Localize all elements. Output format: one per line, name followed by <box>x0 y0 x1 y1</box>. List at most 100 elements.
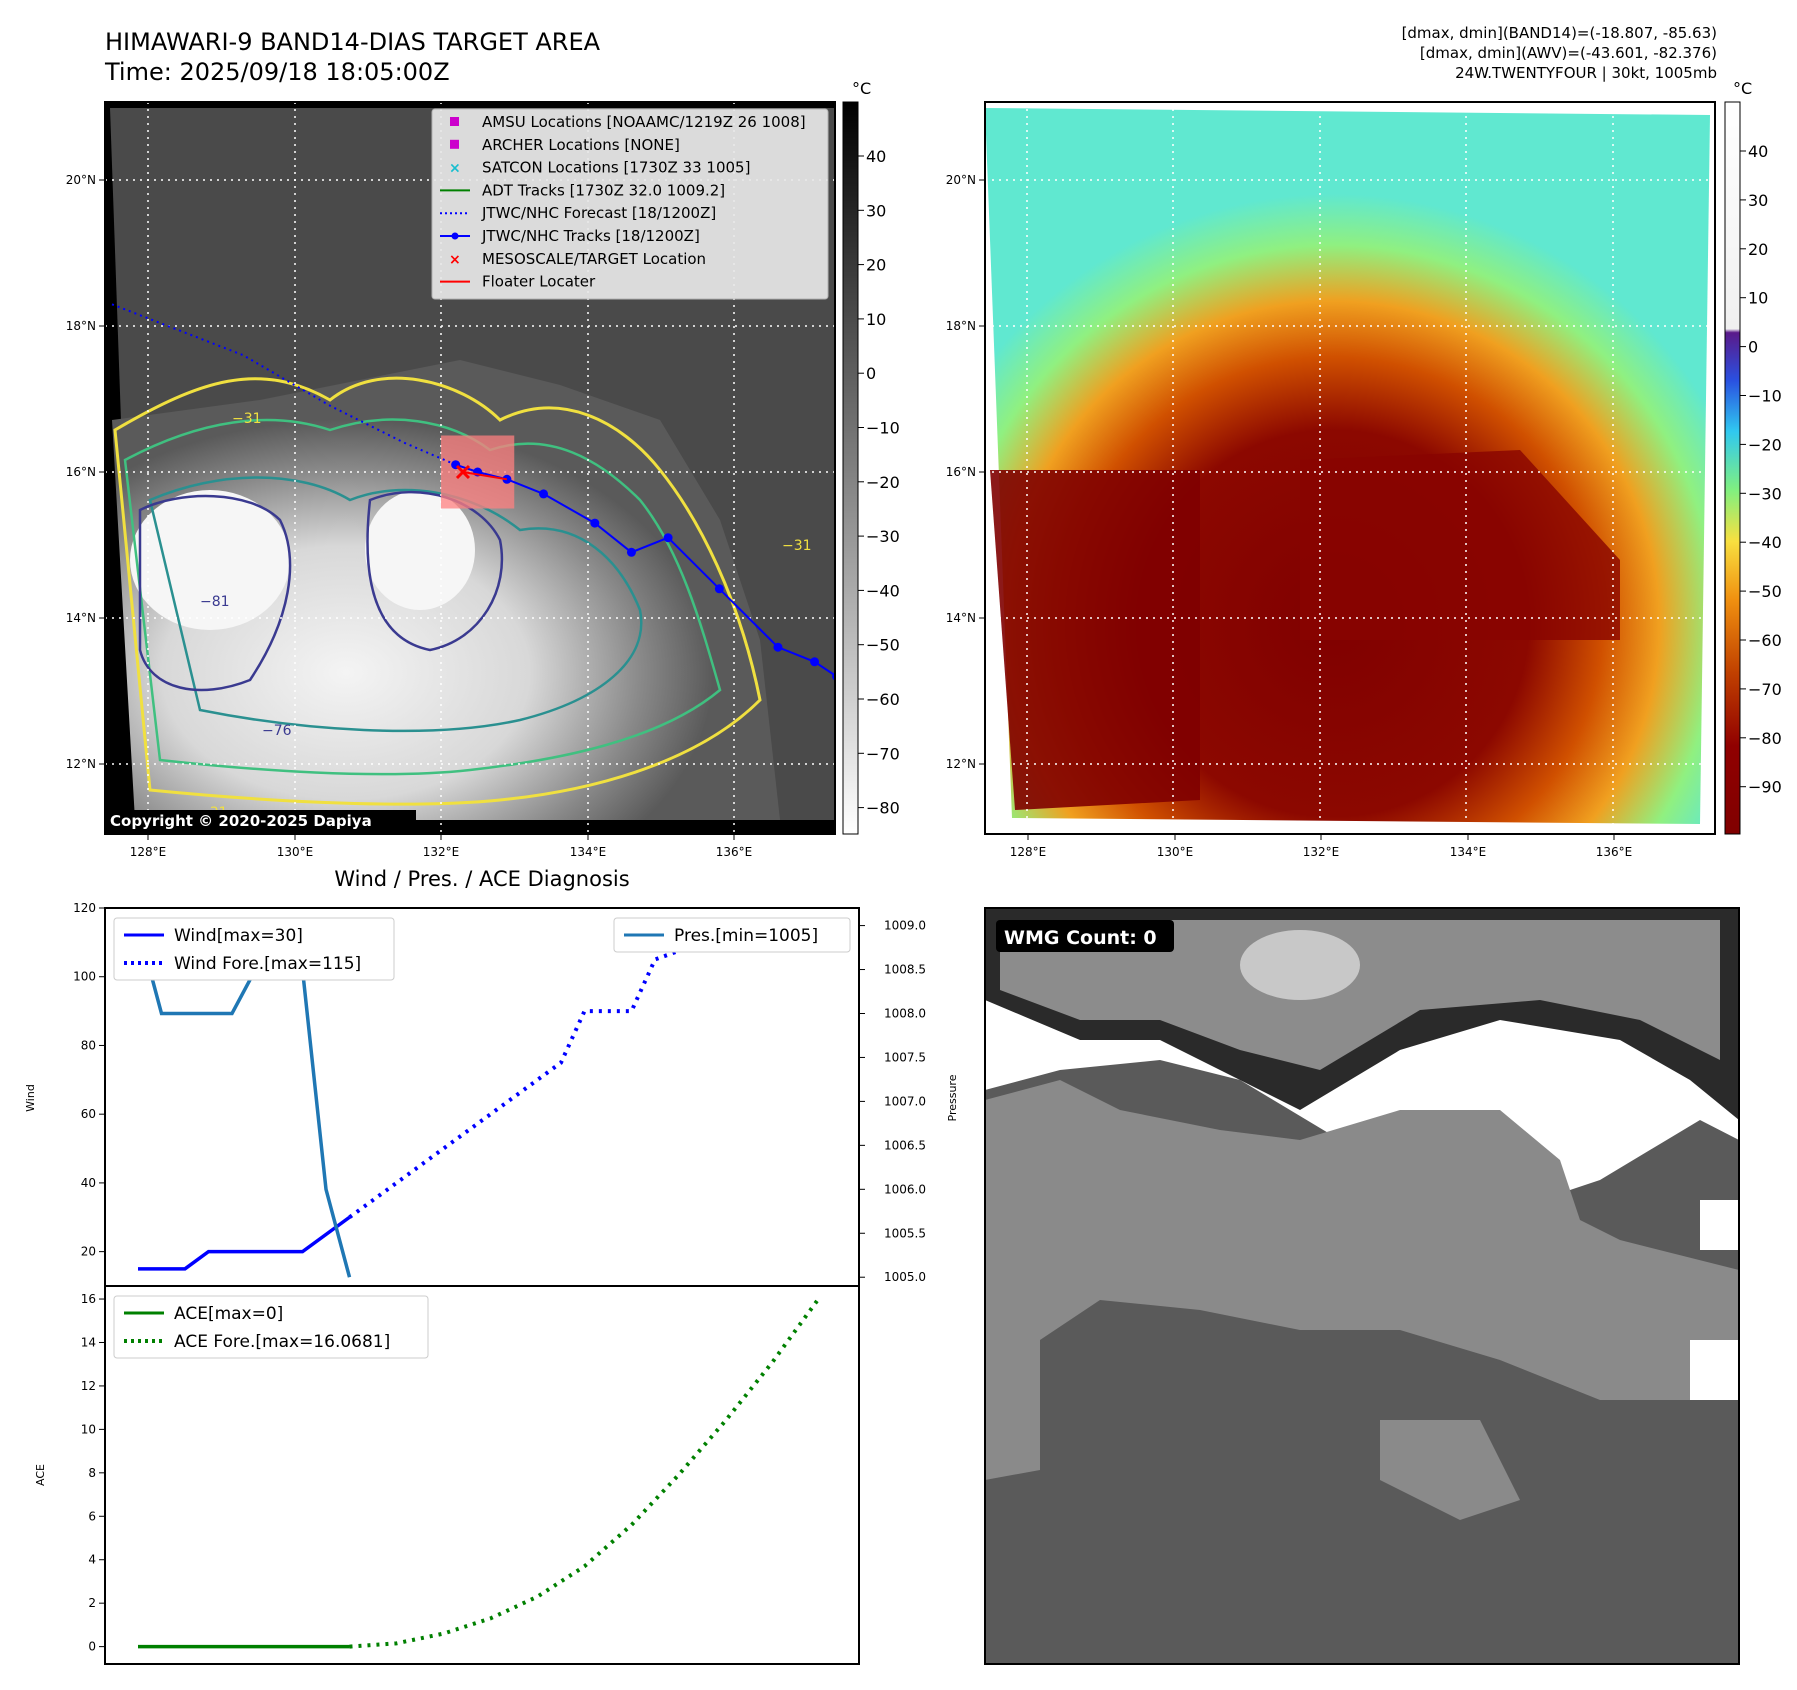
lat-tick-label: 20°N <box>946 173 976 187</box>
wmg-count-label: WMG Count: 0 <box>1004 927 1157 949</box>
ace-y-tick-label: 4 <box>88 1553 96 1567</box>
lat-tick-label: 18°N <box>946 319 976 333</box>
legend-item-label: ADT Tracks [1730Z 32.0 1009.2] <box>482 181 725 199</box>
colorbar-right-tick-label: −20 <box>1748 435 1782 454</box>
contour-31 <box>113 376 762 806</box>
ace-y-tick-label: 14 <box>81 1335 96 1349</box>
lon-tick-label: 132°E <box>423 845 460 859</box>
legend-wind-fore: Wind Fore.[max=115] <box>174 954 361 974</box>
copyright-bg <box>106 810 416 832</box>
pressure-y-tick-label: 1006.0 <box>884 1182 926 1196</box>
cold-core-west <box>130 490 290 630</box>
colorbar-right-unit: °C <box>1733 79 1752 98</box>
ace-y-tick-label: 2 <box>88 1596 96 1610</box>
colorbar-right-tick-label: −90 <box>1748 778 1782 797</box>
wind-y-tick-label: 40 <box>81 1176 96 1190</box>
legend-pres: Pres.[min=1005] <box>674 926 818 946</box>
lon-tick-label: 130°E <box>277 845 314 859</box>
awv-gridlines <box>985 102 1715 834</box>
lon-tick-label: 128°E <box>1010 845 1047 859</box>
contour-81-west <box>138 494 292 692</box>
ace-y-tick-label: 6 <box>88 1509 96 1523</box>
ace-y-ticks: 0 2 4 6 8 10 12 14 16 <box>81 1292 105 1654</box>
legend-ace: ACE[max=0] <box>174 1304 283 1324</box>
colorbar-right-tick-label: −70 <box>1748 680 1782 699</box>
colorbar-right-tick-label: −60 <box>1748 631 1782 650</box>
colorbar-right-tick-label: 0 <box>1748 338 1758 357</box>
lon-tick-label: 136°E <box>716 845 753 859</box>
jtwc-track-point <box>832 672 835 681</box>
colorbar-right-tick-label: −30 <box>1748 484 1782 503</box>
target-location-marker <box>455 464 508 481</box>
legend-marker-x: × <box>449 161 461 177</box>
colorbar-right-tick-label: 40 <box>1748 142 1768 161</box>
legend-item-label: JTWC/NHC Tracks [18/1200Z] <box>481 227 700 245</box>
ace-y-tick-label: 8 <box>88 1466 96 1480</box>
pressure-y-tick-label: 1008.0 <box>884 1006 926 1020</box>
colorbar-right-tick-label: 20 <box>1748 240 1768 259</box>
lat-tick-label: 16°N <box>66 465 96 479</box>
contour-mid <box>123 418 722 776</box>
colorbar-right-tick-label: −40 <box>1748 533 1782 552</box>
jtwc-track-point <box>773 642 783 652</box>
floater-locater-line <box>462 471 508 481</box>
map-frame-right <box>984 101 1716 835</box>
lat-tick-label: 12°N <box>946 757 976 771</box>
series-pres <box>136 925 352 1278</box>
series-wind <box>138 1215 351 1271</box>
pressure-y-ticks: 1005.0 1005.5 1006.0 1006.5 1007.0 1007.5 1008… <box>859 919 926 1284</box>
jtwc-track-point <box>714 584 724 594</box>
jtwc-track-point <box>590 518 600 528</box>
pressure-y-tick-label: 1005.5 <box>884 1226 926 1240</box>
lon-tick-label: 132°E <box>1303 845 1340 859</box>
colorbar-left-tick-label: 30 <box>866 201 886 220</box>
colorbar-right-tick-label: −10 <box>1748 387 1782 406</box>
jtwc-track-point <box>539 489 549 499</box>
map-frame-left <box>104 101 836 835</box>
colorbar-left-tick-label: −40 <box>866 581 900 600</box>
legend-ace-fore: ACE Fore.[max=16.0681] <box>174 1332 390 1352</box>
cold-core-center <box>365 490 475 610</box>
jtwc-track-point <box>626 547 636 557</box>
ace-y-tick-label: 12 <box>81 1379 96 1393</box>
legend-item-label: ARCHER Locations [NONE] <box>482 136 680 154</box>
lat-tick-label: 14°N <box>66 611 96 625</box>
jtwc-track-point <box>663 533 673 543</box>
colorbar-right-tick-label: 30 <box>1748 191 1768 210</box>
lat-tick-label: 16°N <box>946 465 976 479</box>
jtwc-track-point <box>810 657 820 667</box>
pressure-y-tick-label: 1009.0 <box>884 919 926 933</box>
wind-axis-label: Wind <box>24 1084 37 1112</box>
wmg-panel: WMG Count: 0 <box>984 907 1740 1665</box>
info-line1: [dmax, dmin](BAND14)=(-18.807, -85.63) <box>1401 24 1717 42</box>
wind-y-ticks: 20 40 60 80 100 120 <box>73 901 105 1259</box>
colorbar-left <box>842 101 859 835</box>
lon-tick-label: 128°E <box>130 845 167 859</box>
colorbar-left-tick-label: −50 <box>866 636 900 655</box>
jtwc-track-points <box>451 460 835 681</box>
lat-tick-label: 18°N <box>66 319 96 333</box>
colorbar-right-tick-label: −50 <box>1748 582 1782 601</box>
map-legend: AMSU Locations [NOAAMC/1219Z 26 1008] ARC… <box>431 108 829 300</box>
series-wind-fore <box>348 923 820 1219</box>
colorbar-left-tick-label: −70 <box>866 744 900 763</box>
right-map-axes: 128°E 130°E 132°E 134°E 136°E 20°N 18°N 16°N 14… <box>946 173 1633 859</box>
colorbar-left-tick-label: −10 <box>866 419 900 438</box>
colorbar-left-tick-label: 0 <box>866 364 876 383</box>
colorbar-right-tick-label: 10 <box>1748 289 1768 308</box>
pressure-legend: Pres.[min=1005] <box>613 917 851 953</box>
colorbar-right <box>1724 101 1741 835</box>
colorbar-right-tick-label: −80 <box>1748 729 1782 748</box>
colorbar-left-tick-label: 40 <box>866 147 886 166</box>
copyright-text: Copyright © 2020-2025 Dapiya <box>110 812 372 830</box>
wind-y-tick-label: 100 <box>73 970 96 984</box>
legend-marker-dot <box>451 232 459 240</box>
pressure-y-tick-label: 1007.5 <box>884 1050 926 1064</box>
legend-marker-square <box>450 139 459 149</box>
colorbar-left-tick-label: −30 <box>866 527 900 546</box>
legend-item-label: SATCON Locations [1730Z 33 1005] <box>482 159 750 177</box>
lon-tick-label: 134°E <box>570 845 607 859</box>
pressure-y-tick-label: 1005.0 <box>884 1270 926 1284</box>
wind-series-group <box>136 923 820 1278</box>
